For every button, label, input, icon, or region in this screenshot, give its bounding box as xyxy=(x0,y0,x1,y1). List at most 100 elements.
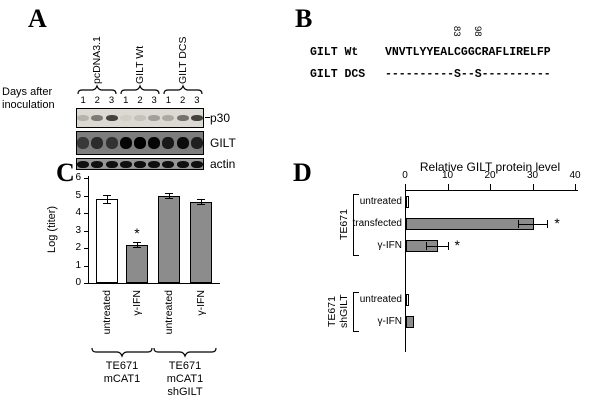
panel-d-letter: D xyxy=(293,158,312,187)
bar-γ-IFN xyxy=(126,244,148,283)
blot-band xyxy=(105,137,118,149)
error-bar-cap xyxy=(165,192,173,194)
error-bar-cap xyxy=(165,198,173,200)
lane-number: 3 xyxy=(151,95,157,106)
sequence-row-seq-wt: VNVTLYYEALCGGCRAFLIRELFP xyxy=(385,46,551,59)
lane-number: 1 xyxy=(123,95,129,106)
c-x-tick-label: untreated xyxy=(163,290,175,335)
c-x-tick-label: untreated xyxy=(101,290,113,335)
c-x-tick-label: γ-IFN xyxy=(131,290,143,316)
c-group-brace xyxy=(153,347,217,358)
bar-untreated xyxy=(406,196,410,208)
blot-band xyxy=(105,115,118,121)
blot-band xyxy=(119,137,132,149)
d-x-tick-label: 0 xyxy=(402,170,408,181)
d-x-tick-label: 30 xyxy=(526,170,539,181)
blot-GILT xyxy=(76,131,204,155)
c-y-axis xyxy=(88,176,89,283)
residue-number: 98 xyxy=(472,26,484,37)
bar-untreated xyxy=(406,294,410,306)
error-bar-cap xyxy=(133,247,141,249)
d-row-label: γ-IFN xyxy=(377,316,402,327)
d-group-bracket xyxy=(353,194,359,256)
bar-untreated xyxy=(96,199,118,283)
d-x-tick xyxy=(575,184,576,190)
error-bar xyxy=(517,224,548,225)
blot-actin xyxy=(76,158,204,170)
error-bar xyxy=(168,192,170,199)
lane-group-brace xyxy=(77,84,117,95)
blot-band xyxy=(176,115,189,121)
error-bar-cap xyxy=(447,242,449,250)
blot-p30 xyxy=(76,108,204,128)
blot-band xyxy=(91,115,104,121)
error-bar xyxy=(200,199,202,205)
blot-band xyxy=(162,160,175,168)
c-y-tick-label: 0 xyxy=(75,277,81,288)
blot-band xyxy=(77,137,90,149)
error-bar-cap xyxy=(103,203,111,205)
lane-group-label: GILT Wt xyxy=(134,45,147,84)
d-row-label: untreated xyxy=(359,294,402,305)
c-y-tick-label: 5 xyxy=(75,189,81,201)
bar-γ-IFN xyxy=(190,201,212,283)
c-x-axis xyxy=(88,283,220,284)
error-bar-cap xyxy=(517,220,519,228)
blot-band xyxy=(91,137,104,149)
sequence-row-name-dcs: GILT DCS xyxy=(310,68,366,81)
error-bar-cap xyxy=(103,194,111,196)
days-after-label-line1: Days after xyxy=(2,86,53,98)
c-y-tick xyxy=(84,230,88,232)
c-y-tick xyxy=(84,248,88,249)
c-y-tick xyxy=(84,283,88,284)
blot-band xyxy=(77,160,90,168)
blot-band xyxy=(133,160,146,168)
bar-γ-IFN xyxy=(406,316,414,328)
blot-band xyxy=(148,137,161,149)
error-bar-cap xyxy=(197,204,205,206)
lane-group-label: GILT DCS xyxy=(176,36,189,84)
panel-a-letter: A xyxy=(28,4,47,33)
lane-number: 3 xyxy=(194,95,200,106)
panel-b-letter: B xyxy=(295,4,313,33)
blot-band xyxy=(91,160,104,168)
d-group-label-line: shGILT xyxy=(338,294,350,328)
d-x-axis xyxy=(405,190,578,191)
lane-number: 2 xyxy=(179,95,186,106)
residue-number: 83 xyxy=(451,26,463,37)
d-x-tick-label: 40 xyxy=(569,170,581,181)
blot-band xyxy=(119,160,132,168)
bar-transfected xyxy=(406,218,534,230)
blot-band xyxy=(148,115,161,121)
c-y-tick-label: 3 xyxy=(75,224,81,236)
error-bar xyxy=(136,241,138,248)
c-y-tick-label: 1 xyxy=(75,259,81,271)
c-y-tick-label: 6 xyxy=(75,172,81,183)
blot-band xyxy=(190,115,203,121)
d-group-bracket xyxy=(353,292,359,332)
d-y-axis xyxy=(405,190,406,352)
d-x-tick xyxy=(405,184,406,190)
lane-number: 2 xyxy=(137,95,143,106)
d-x-tick xyxy=(490,184,491,190)
blot-band xyxy=(133,137,146,149)
error-bar xyxy=(106,194,108,204)
days-after-label-line2: inoculation xyxy=(2,99,55,111)
blot-band xyxy=(190,137,203,149)
lane-number: 1 xyxy=(165,95,172,106)
error-bar-cap xyxy=(133,241,141,243)
error-bar-cap xyxy=(547,220,549,228)
c-group-label-line: TE671 xyxy=(105,360,139,372)
c-y-axis-title: Log (titer) xyxy=(46,205,58,253)
lane-group-brace xyxy=(120,84,160,95)
d-group-label-line: TE671 xyxy=(338,208,350,240)
d-group-label-line: TE671 xyxy=(326,295,338,327)
significance-marker: * xyxy=(134,224,140,241)
c-group-label-line: mCAT1 xyxy=(103,373,141,385)
c-x-tick-label: γ-IFN xyxy=(195,290,207,316)
panel-c-letter: C xyxy=(56,158,75,187)
c-group-brace xyxy=(91,347,153,358)
blot-label: actin xyxy=(210,157,236,171)
blot-band xyxy=(133,115,146,121)
